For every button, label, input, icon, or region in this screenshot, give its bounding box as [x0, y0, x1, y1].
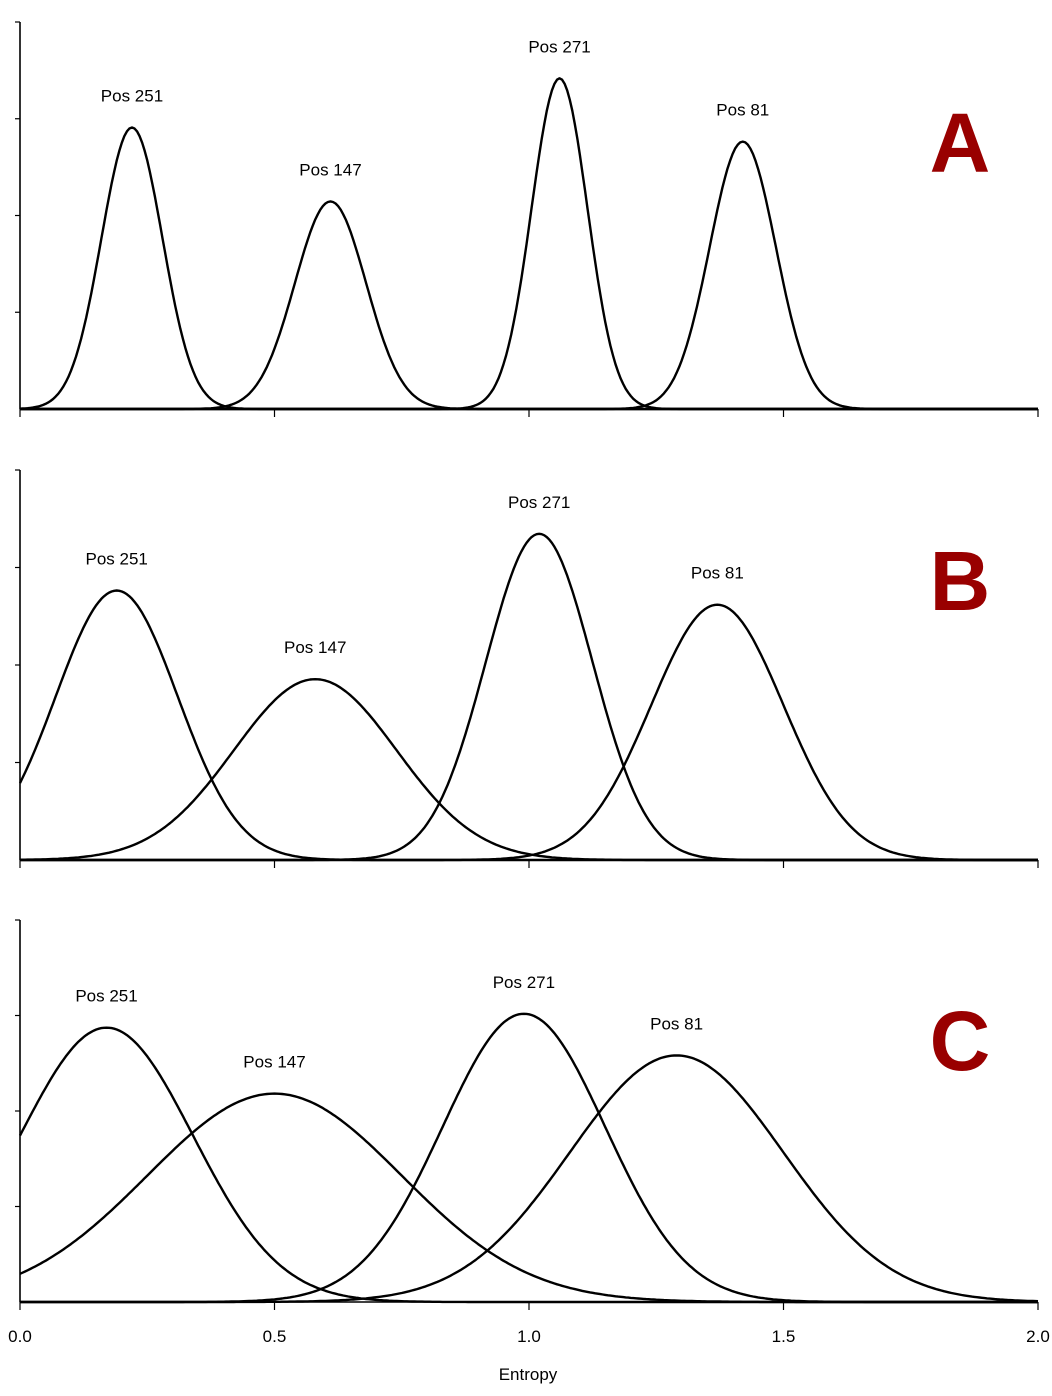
peak-label: Pos 251	[101, 87, 163, 106]
curve-pos-81	[20, 140, 1038, 411]
peak-label: Pos 271	[508, 493, 570, 512]
curve-pos-147	[20, 678, 1038, 862]
x-tick-label: 0.0	[8, 1327, 32, 1346]
curve-pos-271	[20, 77, 1038, 411]
panel-letter: C	[930, 994, 991, 1088]
peak-label: Pos 147	[299, 160, 361, 179]
panel-letter: B	[930, 534, 991, 628]
curve-pos-251	[18, 1026, 1038, 1304]
peak-label: Pos 271	[493, 973, 555, 992]
peak-label: Pos 251	[75, 987, 137, 1006]
curve-pos-81	[20, 1054, 1039, 1304]
curve-pos-251	[19, 126, 1038, 411]
peak-label: Pos 81	[691, 564, 744, 583]
panel-b: Pos 251 Pos 147 Pos 271 Pos 81 B	[15, 469, 1039, 868]
panel-a: Pos 251 Pos 147 Pos 271 Pos 81 A	[15, 21, 1039, 417]
curve-pos-81	[20, 603, 1038, 862]
x-axis: 0.0 0.5 1.0 1.5 2.0	[8, 1327, 1050, 1346]
peak-label: Pos 147	[284, 638, 346, 657]
x-axis-title: Entropy	[499, 1365, 558, 1384]
peak-label: Pos 251	[86, 550, 148, 569]
peak-label: Pos 271	[528, 37, 590, 56]
peak-label: Pos 81	[650, 1014, 703, 1033]
x-tick-label: 1.0	[517, 1327, 541, 1346]
panels-layer: Pos 251 Pos 147 Pos 271 Pos 81 A Pos 251 Pos 1…	[15, 21, 1039, 1310]
peak-label: Pos 81	[716, 101, 769, 120]
panel-c: Pos 251 Pos 147 Pos 271 Pos 81 C	[15, 919, 1039, 1310]
curve-pos-271	[20, 532, 1038, 862]
x-tick-label: 1.5	[772, 1327, 796, 1346]
peak-label: Pos 147	[243, 1053, 305, 1072]
x-tick-label: 2.0	[1026, 1327, 1050, 1346]
panel-letter: A	[930, 96, 991, 190]
x-tick-label: 0.5	[263, 1327, 287, 1346]
curve-pos-271	[20, 1012, 1038, 1304]
curve-pos-147	[19, 1092, 1038, 1304]
